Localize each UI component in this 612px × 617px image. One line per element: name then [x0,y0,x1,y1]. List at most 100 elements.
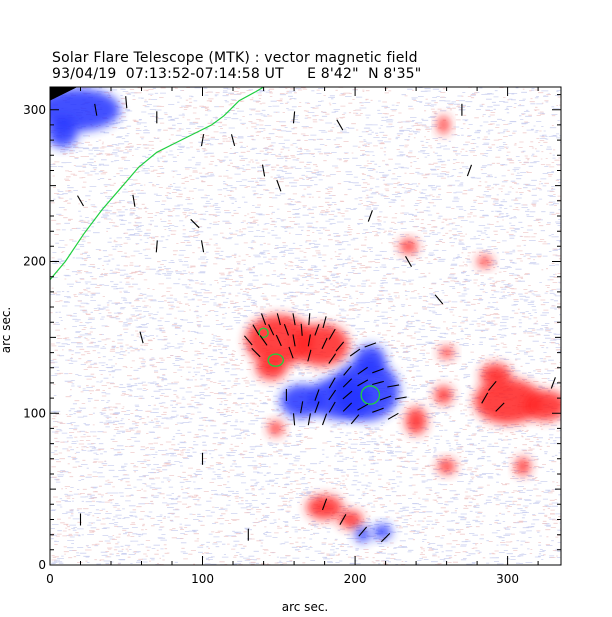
field-vector [292,111,296,124]
field-vector [292,334,296,347]
negative-region [50,117,78,148]
contours [50,87,381,405]
field-vector [230,134,236,147]
off-limb-corner [50,87,78,101]
axis-ticks [49,87,561,566]
field-vector [339,514,347,525]
field-vector [292,313,296,326]
chart-title: Solar Flare Telescope (MTK) : vector mag… [52,50,418,66]
field-vector [328,328,336,340]
negative-region [373,524,392,540]
field-vector [466,164,473,177]
positive-region [524,390,561,421]
positive-region [255,355,287,380]
field-vector [342,378,353,388]
field-vector [358,526,368,537]
polarity-regions [50,88,561,543]
field-vector [276,313,281,326]
field-vector [292,413,296,426]
x-axis-label: arc sec. [282,600,328,614]
positive-region [399,238,418,254]
positive-region [306,495,343,520]
field-vector [357,379,369,387]
field-vector [322,316,327,329]
polarity-contour [258,327,269,339]
positive-region [437,115,450,135]
field-vector [321,413,328,426]
field-vector [357,366,368,375]
x-tick-label: 0 [46,572,54,586]
field-vector [372,407,384,413]
positive-region [474,378,542,424]
negative-region [355,527,371,543]
y-tick-label: 200 [23,255,46,269]
field-vector [243,335,253,346]
positive-region [480,363,511,388]
field-vector [321,337,328,350]
field-vector [251,347,261,358]
field-vector [314,324,320,336]
positive-region [477,255,493,268]
field-vector [300,323,303,336]
field-vector [307,334,311,347]
field-vector [307,413,311,426]
field-vector [77,195,84,207]
field-vector [190,218,200,229]
x-tick-label: 100 [191,572,214,586]
field-vector [307,349,312,362]
field-vector [139,331,144,344]
field-vector [372,368,384,374]
negative-region [280,384,324,418]
field-vector [94,103,98,116]
field-vector [367,210,373,222]
field-vector [364,342,377,348]
field-vector [261,164,266,177]
negative-region [309,376,371,420]
field-vector [308,313,311,326]
field-vector [349,348,361,357]
field-vector [125,96,128,109]
field-vector [336,119,344,131]
y-tick-label: 300 [23,103,46,117]
field-vector [387,412,399,420]
field-vector [342,402,353,412]
field-vector [300,401,304,414]
field-vector [252,324,260,336]
field-vector [434,294,444,305]
tick-labels: 0 100 200 300 0 100 200 300 [23,103,519,586]
field-vector [132,194,136,207]
positive-region [294,323,349,367]
plot-frame [49,86,562,566]
field-vector [314,389,320,401]
field-vector [260,313,267,325]
observation-info: 93/04/19 07:13:52-07:14:58 UT E 8'42" N … [52,66,422,82]
field-vector [200,134,205,147]
field-vector [394,396,407,400]
tick-marks [49,87,561,566]
polarity-contour [360,385,381,405]
positive-region [268,420,284,437]
field-vector [200,240,205,253]
field-vector [335,341,345,352]
field-vector [372,380,384,386]
field-vector [328,389,337,401]
field-vector [283,324,290,336]
field-vector [328,401,336,413]
field-vector [357,403,369,411]
field-vector [350,414,360,425]
field-vector [380,533,391,543]
field-vector [342,390,353,400]
field-vector [379,395,392,401]
field-vector [321,498,328,511]
polarity-contour [267,353,285,367]
field-vector [405,256,412,267]
field-vector [276,179,282,192]
field-vector [481,392,489,404]
x-tick-label: 300 [496,572,519,586]
field-vector [314,401,320,413]
positive-region [515,457,531,476]
field-vector [275,334,282,347]
positive-region [437,458,456,474]
positive-region [405,407,427,435]
